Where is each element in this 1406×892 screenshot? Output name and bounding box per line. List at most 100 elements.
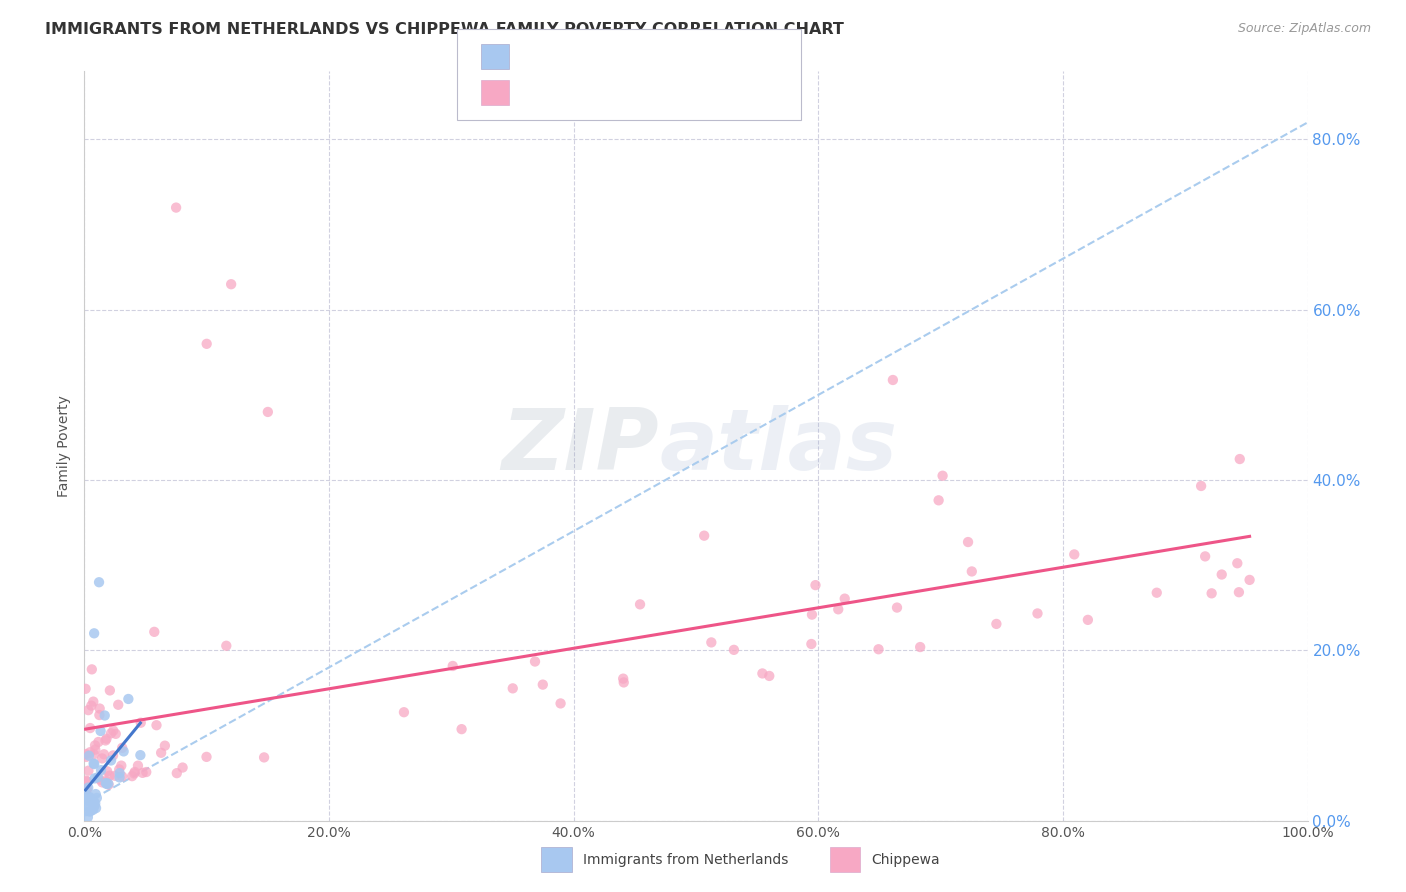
Chippewa [77, 764, 100, 778]
Chippewa [215, 639, 238, 653]
Immigrants from Netherlands [96, 777, 118, 791]
Chippewa [91, 751, 114, 765]
Chippewa [219, 277, 242, 292]
Chippewa [127, 758, 149, 772]
Chippewa [96, 774, 118, 789]
Chippewa [79, 721, 101, 735]
Chippewa [145, 718, 167, 732]
Text: atlas: atlas [659, 404, 897, 488]
Chippewa [80, 698, 103, 713]
Text: Source: ZipAtlas.com: Source: ZipAtlas.com [1237, 22, 1371, 36]
Chippewa [1194, 549, 1216, 564]
Immigrants from Netherlands [79, 789, 101, 804]
Chippewa [76, 782, 98, 797]
Immigrants from Netherlands [77, 780, 100, 795]
Chippewa [124, 766, 146, 780]
Chippewa [1239, 573, 1261, 587]
Immigrants from Netherlands [84, 787, 107, 801]
Chippewa [1227, 585, 1250, 599]
Chippewa [751, 666, 773, 681]
Chippewa [124, 764, 146, 779]
Chippewa [89, 701, 111, 715]
Immigrants from Netherlands [90, 763, 112, 777]
Immigrants from Netherlands [129, 748, 152, 763]
Chippewa [908, 640, 931, 654]
Immigrants from Netherlands [75, 787, 97, 801]
Immigrants from Netherlands [82, 803, 104, 817]
Chippewa [928, 493, 950, 508]
Text: R =: R = [523, 84, 560, 102]
Immigrants from Netherlands [75, 793, 97, 807]
Immigrants from Netherlands [94, 776, 117, 790]
Chippewa [960, 565, 983, 579]
Chippewa [1211, 567, 1233, 582]
Chippewa [1077, 613, 1099, 627]
Chippewa [195, 750, 218, 764]
Chippewa [98, 769, 121, 783]
Text: N =: N = [628, 47, 665, 65]
Immigrants from Netherlands [77, 810, 100, 824]
Chippewa [96, 731, 118, 746]
Immigrants from Netherlands [108, 771, 131, 785]
Immigrants from Netherlands [97, 777, 120, 791]
Text: 39: 39 [668, 47, 697, 65]
Chippewa [165, 201, 187, 215]
Immigrants from Netherlands [87, 575, 110, 590]
Chippewa [89, 772, 111, 787]
Immigrants from Netherlands [93, 708, 115, 723]
Chippewa [135, 765, 157, 780]
Chippewa [104, 727, 127, 741]
Chippewa [108, 763, 131, 777]
Chippewa [153, 739, 176, 753]
Chippewa [75, 750, 97, 764]
Immigrants from Netherlands [75, 798, 97, 813]
Immigrants from Netherlands [87, 770, 110, 784]
Immigrants from Netherlands [83, 772, 105, 786]
Immigrants from Netherlands [75, 804, 97, 818]
Chippewa [441, 659, 464, 673]
Chippewa [868, 642, 890, 657]
Chippewa [172, 760, 194, 774]
Chippewa [129, 715, 152, 730]
Text: IMMIGRANTS FROM NETHERLANDS VS CHIPPEWA FAMILY POVERTY CORRELATION CHART: IMMIGRANTS FROM NETHERLANDS VS CHIPPEWA … [45, 22, 844, 37]
Chippewa [931, 468, 953, 483]
Chippewa [97, 778, 120, 792]
Chippewa [886, 600, 908, 615]
Chippewa [450, 722, 472, 736]
Chippewa [612, 672, 634, 686]
Chippewa [94, 733, 117, 747]
Chippewa [111, 769, 134, 783]
Chippewa [1026, 607, 1049, 621]
Immigrants from Netherlands [90, 723, 112, 738]
Immigrants from Netherlands [80, 793, 103, 807]
Chippewa [77, 703, 100, 717]
Chippewa [1229, 452, 1251, 467]
Immigrants from Netherlands [108, 766, 131, 780]
Y-axis label: Family Poverty: Family Poverty [58, 395, 72, 497]
Text: N =: N = [628, 84, 665, 102]
Chippewa [882, 373, 904, 387]
Immigrants from Netherlands [79, 805, 101, 819]
Chippewa [628, 598, 651, 612]
Chippewa [613, 675, 636, 690]
Chippewa [76, 774, 98, 789]
Immigrants from Netherlands [80, 791, 103, 805]
Immigrants from Netherlands [84, 797, 107, 811]
Chippewa [150, 746, 173, 760]
Text: Chippewa: Chippewa [872, 853, 941, 867]
Chippewa [1146, 585, 1168, 599]
Chippewa [75, 681, 97, 696]
Chippewa [91, 775, 114, 789]
Immigrants from Netherlands [100, 754, 122, 768]
Chippewa [104, 769, 127, 783]
Chippewa [121, 769, 143, 783]
Text: 0.554: 0.554 [562, 84, 614, 102]
Chippewa [166, 766, 188, 780]
Chippewa [93, 747, 115, 762]
Chippewa [1226, 556, 1249, 570]
Immigrants from Netherlands [83, 795, 105, 809]
Chippewa [957, 535, 980, 549]
Chippewa [89, 708, 111, 723]
Chippewa [502, 681, 524, 696]
Immigrants from Netherlands [117, 692, 139, 706]
